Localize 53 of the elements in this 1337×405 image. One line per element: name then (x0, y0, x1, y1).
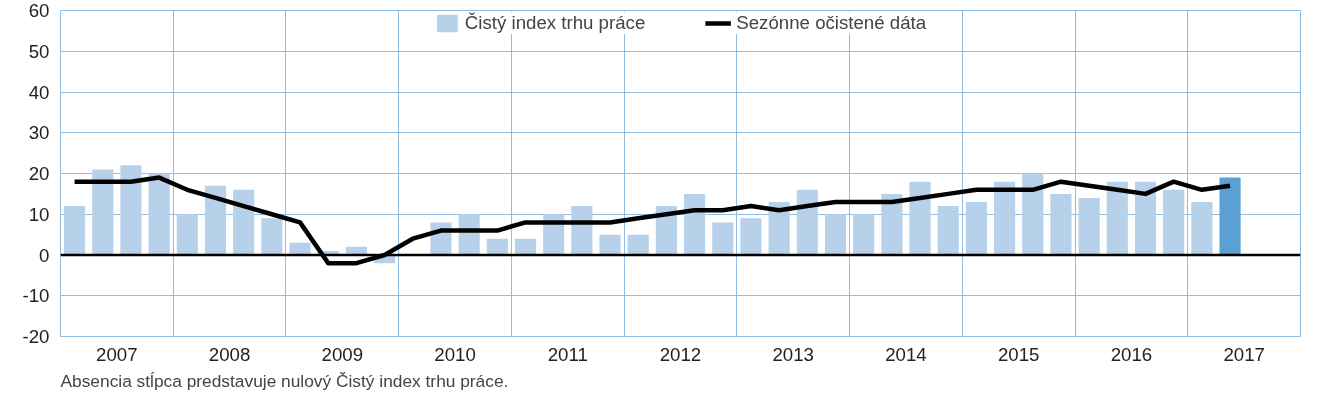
bar (261, 218, 283, 255)
y-tick-label: 50 (28, 40, 50, 62)
bar (1134, 181, 1157, 255)
bar (148, 173, 170, 255)
bar (1022, 173, 1044, 255)
bar (92, 169, 114, 255)
bar (796, 189, 818, 255)
bar (1050, 193, 1072, 255)
bar (289, 242, 311, 255)
bar (514, 238, 537, 255)
x-tick-label: 2010 (434, 343, 476, 365)
y-tick-label: 40 (28, 81, 50, 103)
y-tick-label: -10 (22, 285, 50, 307)
x-tick-label: 2014 (885, 343, 927, 365)
bar (64, 206, 86, 255)
x-tick-label: 2013 (772, 343, 814, 365)
x-tick-label: 2012 (659, 343, 702, 365)
bar (909, 181, 931, 255)
bar (1191, 202, 1213, 255)
bar (176, 214, 198, 255)
x-tick-label: 2016 (1110, 343, 1153, 365)
bar (627, 234, 649, 255)
bar (233, 189, 255, 255)
x-tick-label: 2008 (208, 343, 251, 365)
bar (1078, 197, 1100, 255)
bar (712, 222, 734, 255)
bar (740, 218, 762, 255)
y-tick-label: 20 (28, 163, 50, 184)
bar (1219, 177, 1241, 255)
legend-label: Sezónne očistené dáta (736, 12, 927, 34)
bar (1163, 189, 1185, 255)
x-tick-label: 2009 (321, 343, 364, 365)
text: Absencia stĺpca predstavuje nulový Čistý index trhu práce. (60, 370, 509, 391)
bar (599, 234, 621, 255)
bar (853, 214, 875, 255)
y-tick-label: 60 (28, 0, 50, 21)
x-tick-label: 2007 (96, 343, 138, 365)
bar (204, 185, 227, 255)
bar (994, 181, 1016, 255)
y-tick-label: -20 (22, 326, 50, 347)
bar (937, 206, 959, 255)
y-tick-label: 0 (39, 244, 50, 266)
bar (1106, 181, 1128, 255)
y-tick-label: 10 (28, 203, 50, 225)
x-tick-label: 2011 (547, 343, 588, 365)
legend-label: Čistý index trhu práce (464, 12, 646, 34)
x-tick-label: 2017 (1223, 343, 1265, 365)
bar (965, 202, 987, 255)
bar (824, 214, 847, 255)
y-tick-label: 30 (28, 122, 50, 144)
bar (120, 165, 142, 255)
bar (486, 238, 508, 255)
x-tick-label: 2015 (997, 343, 1040, 365)
